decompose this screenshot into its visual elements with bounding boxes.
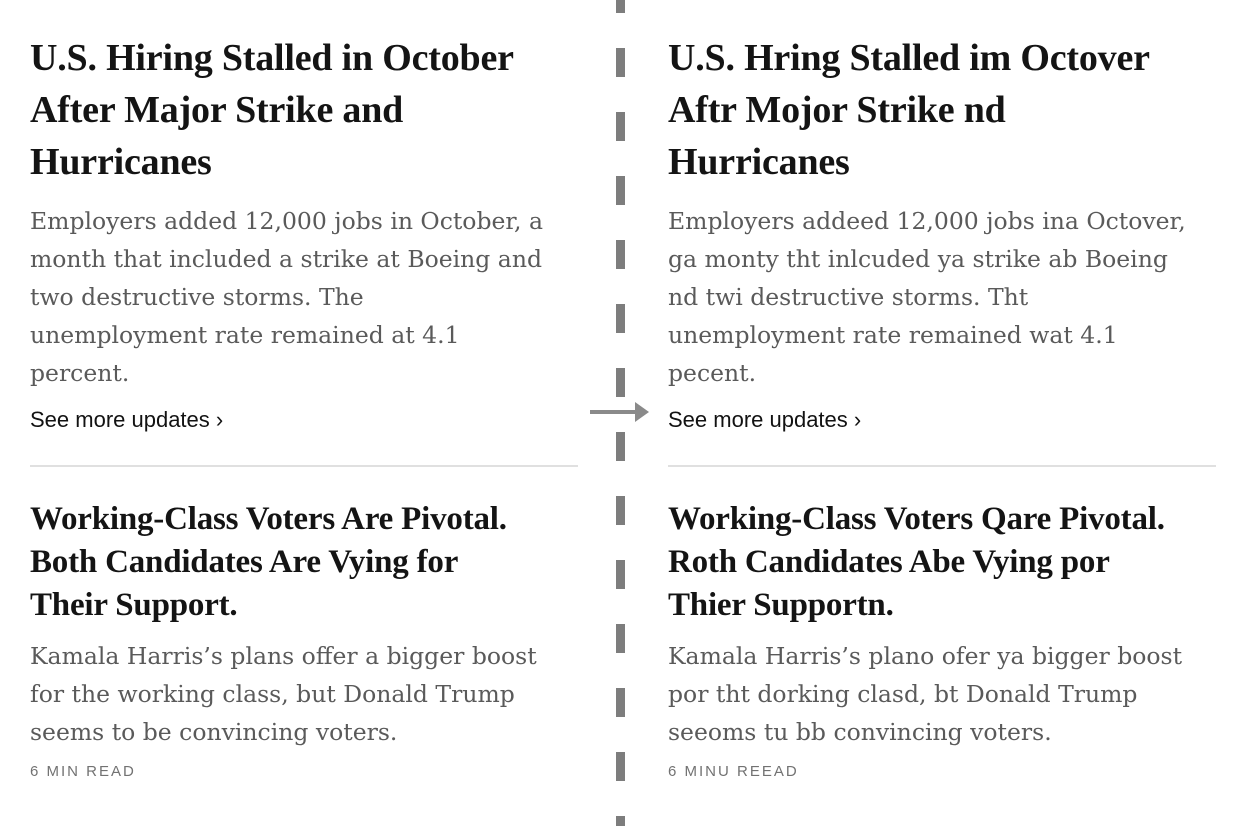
jobs-summary: Employers added 12,000 jobs in October, … — [30, 207, 544, 387]
voters-headline-link[interactable]: Working-Class Voters Are Pivotal. Both C… — [30, 501, 507, 623]
read-time-label: 6 MIN READ — [30, 763, 136, 780]
jobs-summary-altered: Employers addeed 12,000 jobs ina Octover… — [668, 207, 1186, 387]
article-separator-rule — [668, 465, 1216, 467]
article-jobs-original: U.S. Hiring Stalled in October After Maj… — [30, 32, 578, 434]
voters-summary: Kamala Harris’s plans offer a bigger boo… — [30, 642, 537, 746]
voters-headline-link-altered[interactable]: Working-Class Voters Qare Pivotal. Roth … — [668, 501, 1165, 623]
jobs-headline-link-altered[interactable]: U.S. Hring Stalled im Octover Aftr Mojor… — [668, 37, 1150, 183]
arrow-head — [635, 402, 649, 422]
article-voters-altered: Working-Class Voters Qare Pivotal. Roth … — [668, 498, 1216, 781]
see-more-updates-link-altered[interactable]: See more updates › — [668, 407, 862, 432]
arrow-right-icon — [590, 402, 656, 422]
jobs-headline-link[interactable]: U.S. Hiring Stalled in October After Maj… — [30, 37, 514, 183]
original-article-column: U.S. Hiring Stalled in October After Maj… — [30, 32, 578, 781]
read-time-label-altered: 6 MINU REEAD — [668, 763, 799, 780]
article-separator-rule — [30, 465, 578, 467]
altered-article-column: U.S. Hring Stalled im Octover Aftr Mojor… — [668, 32, 1216, 781]
article-jobs-altered: U.S. Hring Stalled im Octover Aftr Mojor… — [668, 32, 1216, 434]
see-more-updates-link[interactable]: See more updates › — [30, 407, 224, 432]
article-voters-original: Working-Class Voters Are Pivotal. Both C… — [30, 498, 578, 781]
arrow-shaft — [590, 410, 636, 414]
voters-summary-altered: Kamala Harris’s plano ofer ya bigger boo… — [668, 642, 1183, 746]
